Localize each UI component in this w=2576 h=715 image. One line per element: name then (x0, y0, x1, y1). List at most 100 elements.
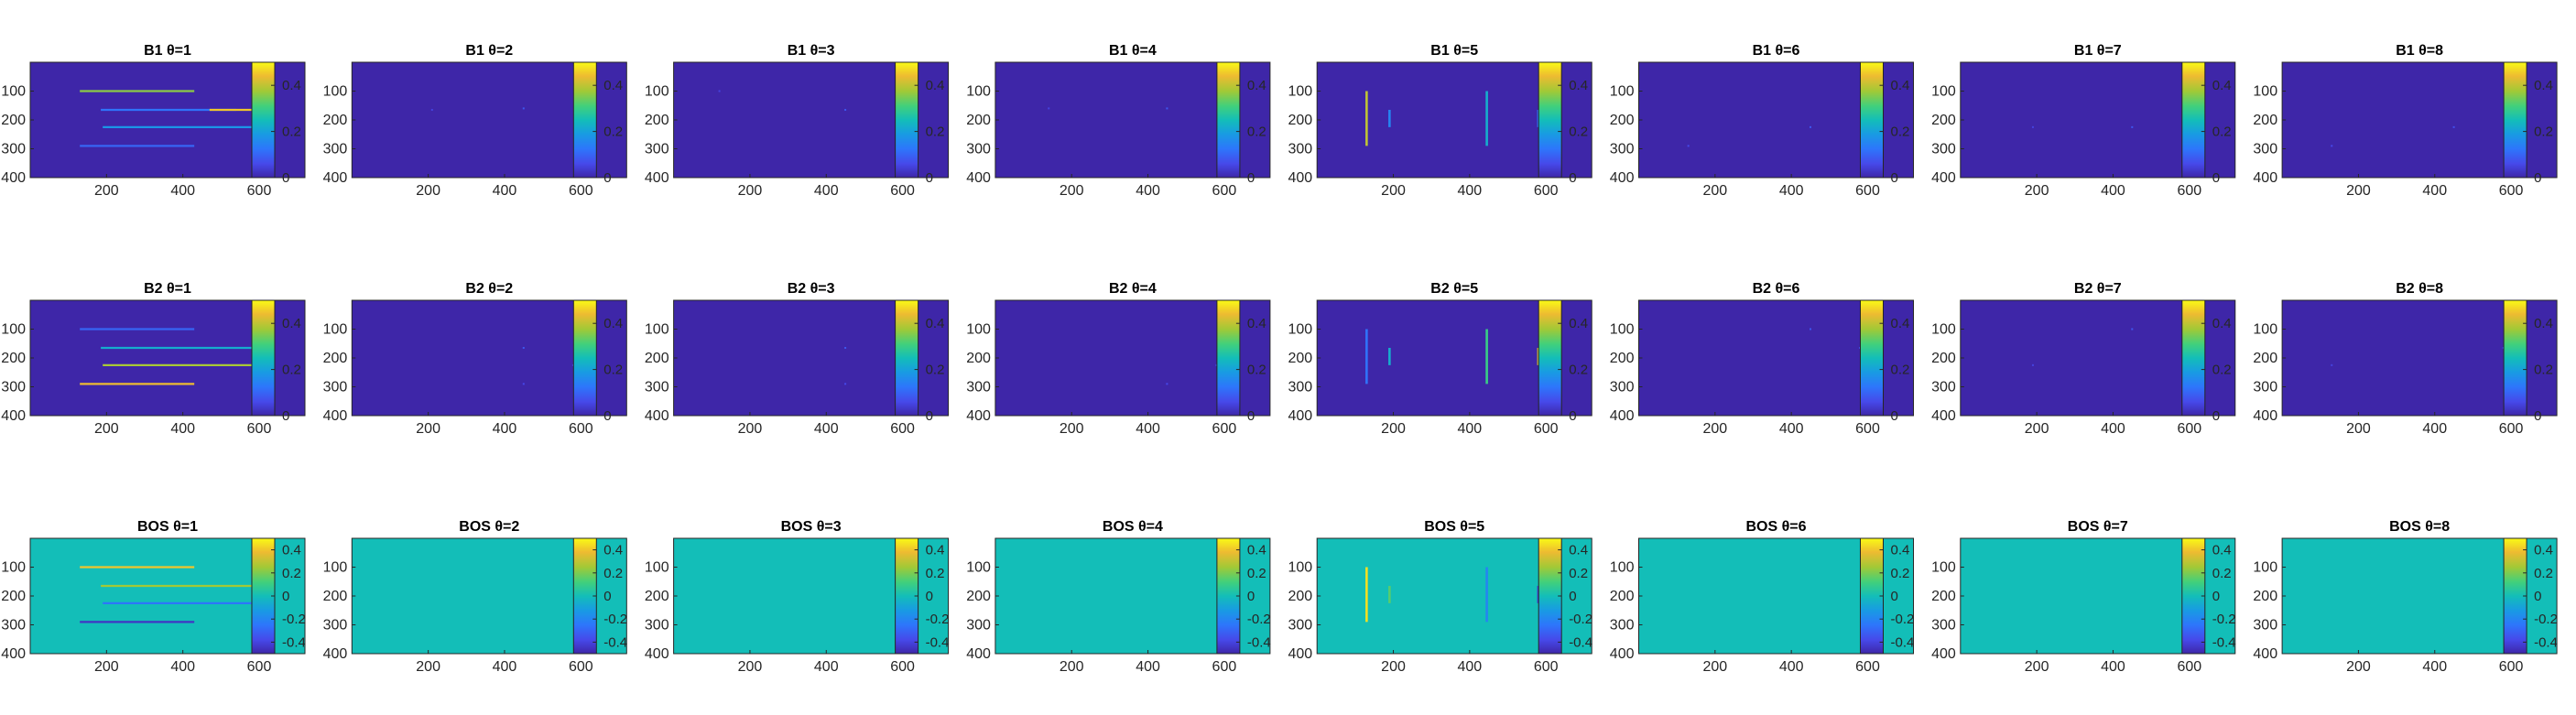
x-tick-label: 200 (1702, 183, 1727, 199)
colorbar-tick-label: -0.2 (1891, 612, 1915, 627)
x-tick-label: 200 (1381, 421, 1406, 437)
colorbar-tick-label: 0 (926, 589, 933, 604)
colorbar-tick-label: 0 (1247, 589, 1255, 604)
x-tick-label: 600 (1855, 421, 1880, 437)
colorbar (1216, 61, 1241, 179)
x-tick-label: 400 (814, 183, 839, 199)
y-tick-label: 100 (645, 560, 669, 576)
panel-title: BOS θ=2 (459, 519, 519, 535)
colorbar-tick-label: -0.4 (1569, 634, 1592, 650)
colorbar-tick-label: 0.4 (2534, 78, 2553, 93)
colorbar (251, 299, 276, 417)
y-tick-label: 300 (1288, 380, 1312, 395)
y-tick-label: 300 (1931, 618, 1956, 634)
colorbar-tick-label: 0 (603, 589, 611, 604)
panel-title: BOS θ=6 (1745, 519, 1806, 535)
y-tick-label: 100 (1288, 322, 1312, 338)
colorbar-tick-label: 0 (2534, 408, 2541, 424)
panel-title: B2 θ=1 (144, 281, 191, 297)
x-tick-label: 200 (94, 183, 119, 199)
colorbar-tick-label: 0.4 (1569, 78, 1588, 93)
colorbar-tick-label: 0.2 (1891, 363, 1910, 378)
heatmap-panel: 200 400 600 100 200 300 400 B2 θ=7 0 0.2 0.4 (1931, 281, 2236, 437)
y-tick-label: 400 (2253, 408, 2277, 424)
x-tick-label: 600 (247, 183, 272, 199)
colorbar-tick-label: 0.2 (2212, 566, 2232, 581)
y-tick-label: 400 (645, 646, 669, 662)
colorbar-tick-label: 0 (1891, 589, 1898, 604)
y-tick-label: 400 (2253, 170, 2277, 186)
colorbar-tick-label: 0.4 (1569, 543, 1588, 558)
x-tick-label: 400 (170, 183, 195, 199)
panel-title: BOS θ=3 (781, 519, 842, 535)
colorbar-tick-label: 0.2 (1247, 125, 1266, 140)
x-tick-label: 200 (1060, 183, 1084, 199)
heatmap-dot (2452, 125, 2455, 128)
colorbar-tick-label: 0.4 (1247, 316, 1266, 331)
colorbar (1860, 299, 1884, 417)
x-tick-label: 600 (1212, 659, 1237, 675)
x-tick-label: 200 (2346, 421, 2371, 437)
colorbar-tick-label: 0.2 (2534, 566, 2553, 581)
colorbar-tick-label: 0.4 (2212, 316, 2232, 331)
y-tick-label: 300 (2253, 380, 2277, 395)
colorbar-tick-label: 0 (1569, 408, 1576, 424)
colorbar-tick-label: 0.4 (926, 78, 945, 93)
heatmap-panel: 200 400 600 100 200 300 400 B1 θ=6 0 0.2 0.4 (1610, 43, 1914, 199)
x-tick-label: 400 (1136, 183, 1160, 199)
y-tick-label: 400 (1610, 170, 1635, 186)
y-tick-label: 200 (1, 589, 26, 604)
colorbar-tick-label: -0.2 (926, 612, 950, 627)
heatmap-dot (2131, 125, 2134, 128)
colorbar (1860, 61, 1884, 179)
colorbar-tick-label: 0.4 (2534, 543, 2553, 558)
panel-title: BOS θ=8 (2389, 519, 2450, 535)
colorbar-tick-label: 0.2 (282, 125, 301, 140)
x-tick-label: 400 (814, 659, 839, 675)
colorbar-tick-label: 0.2 (2212, 125, 2232, 140)
panel-title: B2 θ=5 (1430, 281, 1478, 297)
y-tick-label: 400 (966, 170, 991, 186)
x-tick-label: 600 (1212, 421, 1237, 437)
x-tick-label: 200 (94, 421, 119, 437)
x-tick-label: 200 (738, 183, 763, 199)
heatmap-panel: 200 400 600 100 200 300 400 B1 θ=5 0 0.2 0.4 (1288, 43, 1592, 199)
x-tick-label: 400 (2422, 659, 2447, 675)
y-tick-label: 400 (1931, 170, 1956, 186)
heatmap-dot (1687, 145, 1690, 147)
y-tick-label: 300 (645, 380, 669, 395)
heatmap-panel: 200 400 600 100 200 300 400 B2 θ=8 0 0.2 0.4 (2253, 281, 2558, 437)
colorbar-tick-label: 0.4 (603, 78, 623, 93)
x-tick-label: 400 (170, 659, 195, 675)
heatmap-panel: 200 400 600 100 200 300 400 BOS θ=1 0.4 0.2 0 -0.2 -… (1, 519, 306, 675)
y-tick-label: 300 (1610, 142, 1635, 157)
colorbar-tick-label: 0.4 (1247, 78, 1266, 93)
x-tick-label: 400 (1779, 659, 1804, 675)
y-tick-label: 200 (323, 351, 348, 366)
x-tick-label: 600 (1534, 659, 1559, 675)
colorbar-tick-label: 0.4 (282, 543, 301, 558)
colorbar-tick-label: 0.4 (2534, 316, 2553, 331)
y-tick-label: 400 (1288, 408, 1312, 424)
heatmap-panel: 200 400 600 100 200 300 400 B2 θ=6 0 0.2 0.4 (1610, 281, 1914, 437)
x-tick-label: 600 (890, 659, 915, 675)
colorbar-tick-label: 0.2 (1891, 566, 1910, 581)
colorbar-tick-label: 0.4 (282, 78, 301, 93)
x-tick-label: 600 (569, 421, 593, 437)
colorbar-tick-label: 0 (1569, 589, 1576, 604)
colorbar-tick-label: 0 (282, 170, 289, 186)
y-tick-label: 400 (1, 408, 26, 424)
colorbar-tick-label: 0.4 (282, 316, 301, 331)
y-tick-label: 400 (1, 170, 26, 186)
y-tick-label: 200 (966, 113, 991, 128)
colorbar-tick-label: 0.4 (2212, 78, 2232, 93)
colorbar (251, 61, 276, 179)
colorbar-tick-label: 0 (1247, 408, 1255, 424)
colorbar-tick-label: 0 (603, 170, 611, 186)
panel-title: B2 θ=7 (2074, 281, 2122, 297)
x-tick-label: 600 (569, 659, 593, 675)
panel-title: B1 θ=7 (2074, 43, 2122, 59)
heatmap-panel: 200 400 600 100 200 300 400 BOS θ=8 0.4 0.2 0 -0.2 -… (2253, 519, 2558, 675)
colorbar-tick-label: 0.4 (1891, 78, 1910, 93)
